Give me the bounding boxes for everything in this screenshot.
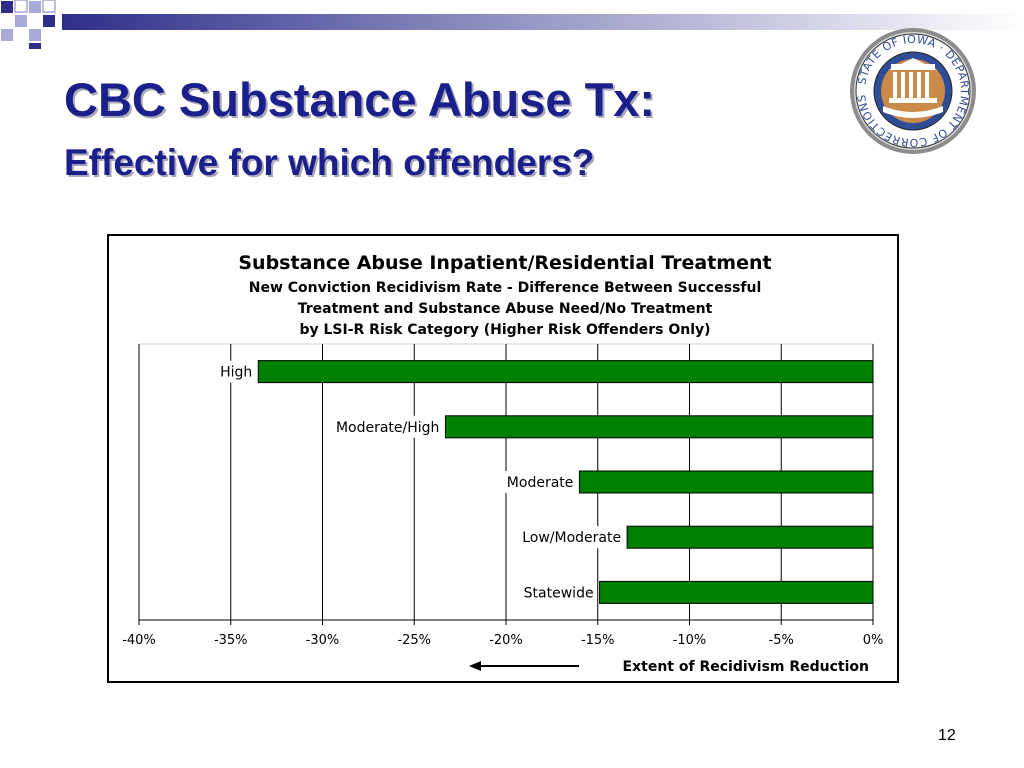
chart-panel: -40% -35% -30% -25% -20% -15% -10% -5% 0% High Mod…: [107, 234, 899, 683]
chart-subtitle-line-3: by LSI-R Risk Category (Higher Risk Offe…: [299, 322, 711, 338]
x-tick-label: 0%: [863, 633, 884, 648]
x-tick-label: -30%: [306, 633, 340, 648]
x-tick-label: -25%: [397, 633, 431, 648]
category-label-background: [329, 415, 443, 438]
bar: [257, 360, 874, 384]
page-number: 12: [938, 727, 956, 744]
bar-chart: -40% -35% -30% -25% -20% -15% -10% -5% 0% High Mod…: [122, 343, 884, 675]
x-tick-label: -40%: [122, 633, 156, 648]
category-label: High: [220, 365, 252, 381]
bar: [444, 415, 874, 439]
x-tick-label: -15%: [581, 633, 615, 648]
chart-subtitle-line-1: New Conviction Recidivism Rate - Differe…: [248, 280, 762, 296]
slide-title: CBC Substance Abuse Tx:: [64, 73, 656, 126]
category-label: Statewide: [524, 585, 594, 601]
category-label: Moderate/High: [336, 420, 439, 436]
slide-subtitle: Effective for which offenders?: [64, 142, 595, 183]
category-label-background: [516, 581, 597, 604]
category-label-background: [519, 526, 625, 549]
x-tick-label: -20%: [489, 633, 523, 648]
x-tick-label: -35%: [214, 633, 248, 648]
category-label: Moderate: [507, 475, 574, 491]
arrow-head: [469, 661, 481, 671]
bar: [626, 525, 874, 549]
bar: [578, 470, 874, 494]
category-label-background: [504, 471, 577, 493]
category-label: Low/Moderate: [522, 530, 621, 546]
department-seal-logo: STATE OF IOWA · DEPARTMENT OF CORRECTION…: [850, 28, 976, 154]
category-label-background: [216, 360, 256, 383]
chart-subtitle-line-2: Treatment and Substance Abuse Need/No Tr…: [297, 301, 713, 317]
header-decoration: [1, 0, 1024, 49]
x-tick-label: -10%: [673, 633, 707, 648]
x-axis-title: Extent of Recidivism Reduction: [623, 659, 869, 675]
chart-title: Substance Abuse Inpatient/Residential Tr…: [238, 252, 772, 274]
x-tick-label: -5%: [769, 633, 794, 648]
bar: [599, 580, 874, 604]
